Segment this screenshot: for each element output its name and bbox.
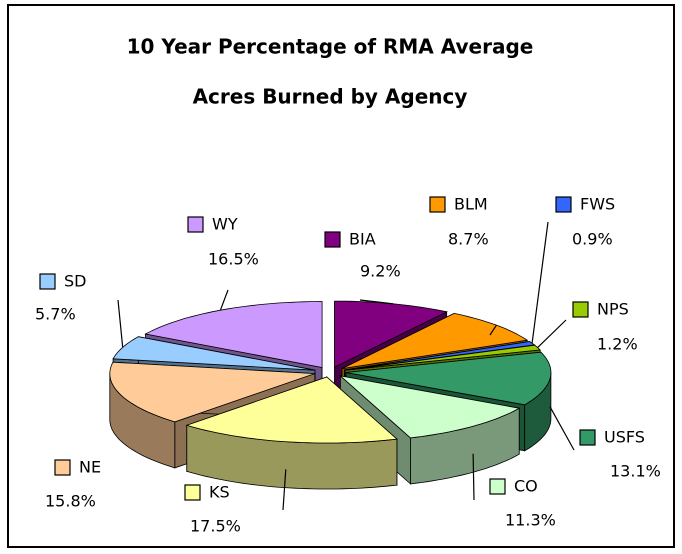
leader-line <box>282 469 287 511</box>
legend-swatch <box>54 459 71 476</box>
slice-value: 15.8% <box>45 492 96 511</box>
slice-name: BLM <box>454 195 488 214</box>
legend-swatch <box>39 273 56 290</box>
slice-top <box>344 344 542 371</box>
slice-value: 5.7% <box>35 305 76 324</box>
slice-name: KS <box>209 483 230 502</box>
slice-name: FWS <box>580 195 615 214</box>
slice-value: 1.2% <box>597 335 638 354</box>
legend-swatch <box>429 196 446 213</box>
legend-swatch <box>187 216 204 233</box>
slice-name: BIA <box>349 230 376 249</box>
leader-line <box>472 453 475 501</box>
slice-value: 0.9% <box>572 230 613 249</box>
slice-name: CO <box>514 477 538 496</box>
slice-value: 16.5% <box>208 250 259 269</box>
slice-value: 8.7% <box>448 230 489 249</box>
legend-swatch <box>489 478 506 495</box>
slice-top <box>109 361 315 423</box>
leader-line <box>537 319 567 349</box>
slice-value: 13.1% <box>610 462 661 481</box>
slice-value: 9.2% <box>360 262 401 281</box>
leader-line <box>489 324 497 336</box>
slice-name: USFS <box>604 428 645 447</box>
slice <box>185 376 398 490</box>
legend-swatch <box>579 429 596 446</box>
leader-line <box>117 299 124 348</box>
slice-name: WY <box>212 215 238 234</box>
leader-line <box>531 221 549 344</box>
leader-line <box>359 299 394 305</box>
legend-swatch <box>555 196 572 213</box>
leader-line <box>549 406 575 451</box>
leader-line <box>219 289 229 311</box>
chart-title: 10 Year Percentage of RMA Average <box>127 35 534 59</box>
slice-name: NE <box>79 458 101 477</box>
legend-swatch <box>572 301 589 318</box>
slice-top <box>185 376 398 444</box>
slice-top <box>341 312 529 369</box>
slice-top <box>339 375 521 439</box>
legend-swatch <box>324 231 341 248</box>
slice-value: 11.3% <box>505 511 556 530</box>
chart-title: Acres Burned by Agency <box>193 85 468 109</box>
slice-top <box>345 351 552 406</box>
slice-name: NPS <box>597 300 629 319</box>
pie <box>109 300 552 490</box>
labels: BIA 9.2% BLM 8.7% FWS 0.9% NPS 1.2% USFS 13.1% CO 1… <box>35 195 661 536</box>
legend-swatch <box>184 484 201 501</box>
slice-value: 17.5% <box>190 517 241 536</box>
slice-name: SD <box>64 272 86 291</box>
